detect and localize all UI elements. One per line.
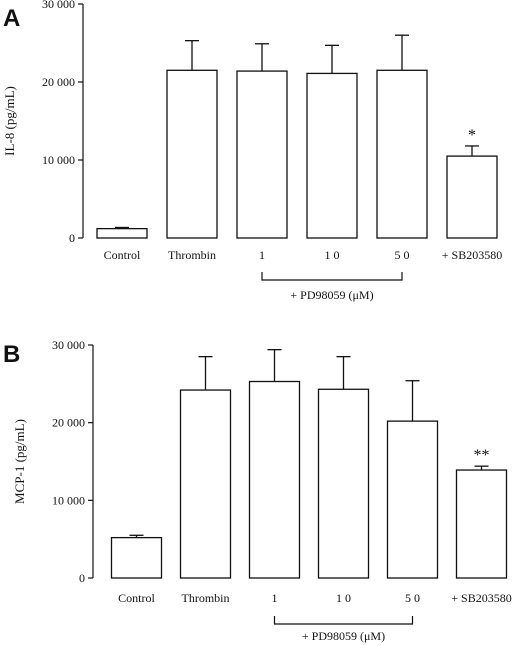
y-tick-label: 20 000 — [42, 75, 75, 89]
category-label: 1 0 — [336, 591, 351, 605]
y-tick-label: 30 000 — [42, 0, 75, 11]
bar — [386, 420, 439, 579]
bar — [110, 536, 163, 579]
panel-letter: B — [3, 341, 20, 368]
y-tick-label: 0 — [79, 571, 85, 585]
bar — [179, 389, 232, 579]
bar — [446, 155, 498, 239]
bar — [96, 227, 148, 239]
category-label: 1 — [259, 248, 265, 262]
significance-marker: ** — [474, 447, 490, 464]
category-label: + SB203580 — [442, 248, 502, 262]
category-label: Thrombin — [182, 591, 230, 605]
bar — [455, 469, 508, 579]
y-axis-label: IL-8 (pg/mL) — [2, 86, 17, 156]
panel-letter: A — [3, 5, 20, 32]
y-tick-label: 0 — [69, 231, 75, 245]
y-tick-label: 10 000 — [42, 153, 75, 167]
significance-marker: * — [468, 127, 476, 144]
chart-panel-a: A 0 10 000 20 000 30 000 IL-8 (pg/mL) Control T… — [2, 0, 502, 302]
y-tick-label: 30 000 — [52, 338, 85, 352]
y-tick-label: 20 000 — [52, 416, 85, 430]
bar — [317, 388, 370, 579]
bracket-label: + PD98059 (μM) — [290, 288, 373, 302]
category-label: 5 0 — [405, 591, 420, 605]
category-label: Control — [118, 591, 155, 605]
category-label: + SB203580 — [451, 591, 511, 605]
bar — [166, 69, 218, 239]
bar — [376, 69, 428, 239]
chart-panel-b: B 0 10 000 20 000 30 000 MCP-1 (pg/mL) Control… — [3, 338, 512, 643]
bar — [236, 70, 288, 239]
category-label: Thrombin — [168, 248, 216, 262]
y-tick-label: 10 000 — [52, 493, 85, 507]
bracket-label: + PD98059 (μM) — [302, 629, 385, 643]
category-label: 1 — [272, 591, 278, 605]
bar — [248, 380, 301, 579]
bar — [306, 72, 358, 239]
y-axis-label: MCP-1 (pg/mL) — [12, 419, 27, 504]
category-label: Control — [104, 248, 141, 262]
dose-bracket — [261, 272, 403, 281]
category-label: 5 0 — [395, 248, 410, 262]
category-label: 1 0 — [325, 248, 340, 262]
dose-bracket — [273, 616, 414, 625]
